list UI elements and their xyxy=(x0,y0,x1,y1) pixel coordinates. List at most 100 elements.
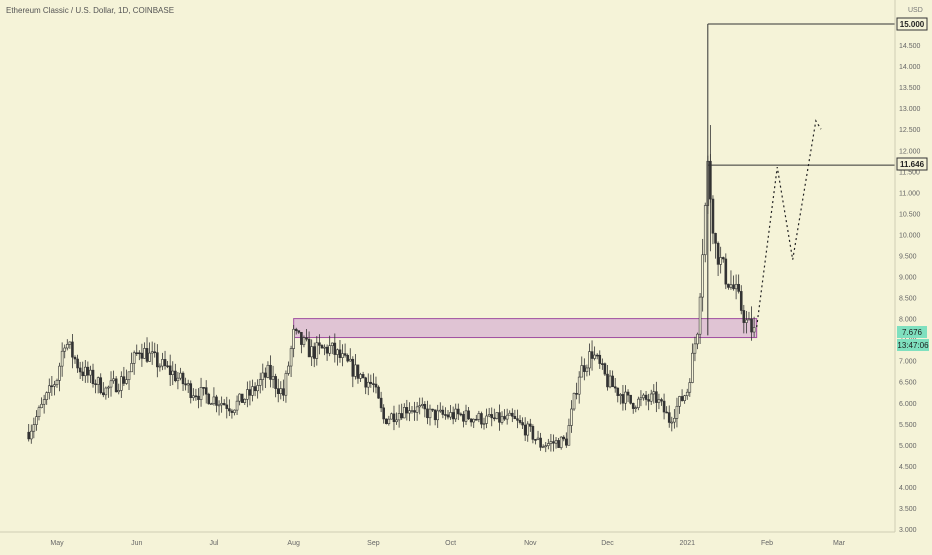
y-tick-label: 13.000 xyxy=(899,106,921,113)
candle xyxy=(161,352,164,371)
candle xyxy=(37,405,41,421)
candle xyxy=(27,424,31,442)
candle xyxy=(107,385,110,398)
candle xyxy=(547,438,550,450)
candle xyxy=(366,373,370,396)
candle xyxy=(89,365,92,384)
candle xyxy=(300,331,303,354)
y-tick-label: 14.500 xyxy=(899,43,921,50)
candle xyxy=(678,395,681,414)
candle xyxy=(310,339,313,366)
candle xyxy=(117,383,121,395)
candle xyxy=(529,418,532,432)
candle xyxy=(552,434,555,452)
candle xyxy=(81,361,85,381)
candle xyxy=(315,336,319,366)
candle xyxy=(716,241,720,276)
candle xyxy=(318,334,321,355)
candle xyxy=(356,364,360,384)
candle xyxy=(333,333,337,363)
candle xyxy=(724,253,728,290)
candle xyxy=(204,380,208,404)
candle xyxy=(459,412,463,417)
candle xyxy=(42,394,46,414)
candle xyxy=(60,342,64,377)
candle xyxy=(258,372,262,394)
y-tick-label: 8.500 xyxy=(899,296,917,303)
price-axis[interactable]: USD 3.000 3.500 4.000 4.500 5.000 5.500 6.000 6… xyxy=(894,0,929,534)
candle xyxy=(47,378,51,400)
candle xyxy=(598,350,602,369)
candle xyxy=(583,358,586,381)
candle xyxy=(312,342,316,368)
candle xyxy=(176,371,180,390)
candle xyxy=(282,379,285,402)
candle xyxy=(163,350,167,370)
projected-path xyxy=(756,119,822,328)
y-tick-label: 6.500 xyxy=(899,380,917,387)
candle xyxy=(660,397,663,406)
x-tick-label: Jul xyxy=(209,540,218,547)
candle xyxy=(521,417,524,430)
countdown-text: 13:47:06 xyxy=(897,341,929,350)
candle xyxy=(539,432,542,451)
candle xyxy=(580,356,584,378)
x-tick-label: 2021 xyxy=(679,540,695,547)
candle xyxy=(338,339,342,363)
y-tick-label: 7.000 xyxy=(899,359,917,366)
candle xyxy=(701,238,704,312)
candle xyxy=(336,348,339,366)
candle xyxy=(400,403,403,420)
candle xyxy=(693,336,697,362)
candle xyxy=(577,371,581,404)
y-tick-label: 12.500 xyxy=(899,127,921,134)
candle xyxy=(415,401,419,421)
candle xyxy=(392,405,396,431)
candle xyxy=(721,256,725,263)
candle xyxy=(495,412,499,420)
candle xyxy=(498,404,501,431)
candle xyxy=(500,411,504,425)
candle xyxy=(233,409,236,416)
candle xyxy=(593,346,596,361)
candle xyxy=(719,246,722,274)
candle xyxy=(294,327,298,335)
candle xyxy=(413,401,416,421)
candle xyxy=(469,418,473,427)
candle xyxy=(184,377,187,391)
candle xyxy=(166,360,169,369)
time-axis[interactable]: May Jun Jul Aug Sep Oct Nov Dec 2021 Feb Mar xyxy=(0,531,895,547)
candle xyxy=(91,363,95,388)
candle xyxy=(657,393,661,410)
candle xyxy=(441,405,445,419)
candle xyxy=(446,410,450,420)
candle xyxy=(608,370,612,389)
candle xyxy=(387,415,391,426)
last-price-badge: 7.676 13:47:06 xyxy=(897,326,929,351)
candle xyxy=(590,340,594,371)
candle xyxy=(490,407,494,427)
level-label-11646-text: 11.646 xyxy=(900,160,925,169)
candle xyxy=(351,356,355,388)
candle xyxy=(505,408,509,425)
currency-label: USD xyxy=(908,7,923,14)
candle xyxy=(626,389,630,403)
y-tick-label: 5.500 xyxy=(899,422,917,429)
candle xyxy=(601,358,604,370)
candle xyxy=(266,361,270,379)
candle xyxy=(246,381,249,408)
candle xyxy=(703,202,707,263)
candle xyxy=(554,436,558,449)
candle xyxy=(130,352,133,373)
candle xyxy=(104,386,108,400)
candle xyxy=(649,389,653,405)
candle xyxy=(264,367,267,389)
candle xyxy=(397,404,401,428)
candle xyxy=(742,304,746,334)
candle xyxy=(212,387,216,406)
candle xyxy=(575,382,578,400)
candle xyxy=(53,380,56,396)
candle xyxy=(127,371,131,390)
candle xyxy=(76,354,79,373)
